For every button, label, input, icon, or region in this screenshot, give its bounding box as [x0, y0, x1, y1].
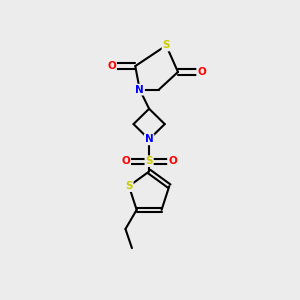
Text: S: S — [125, 181, 133, 191]
Text: N: N — [135, 85, 144, 94]
Text: O: O — [122, 156, 130, 166]
Text: O: O — [168, 156, 177, 166]
Text: O: O — [107, 61, 116, 71]
Text: O: O — [197, 67, 206, 77]
Text: S: S — [146, 156, 153, 166]
Text: S: S — [162, 40, 170, 50]
Text: N: N — [145, 134, 154, 144]
